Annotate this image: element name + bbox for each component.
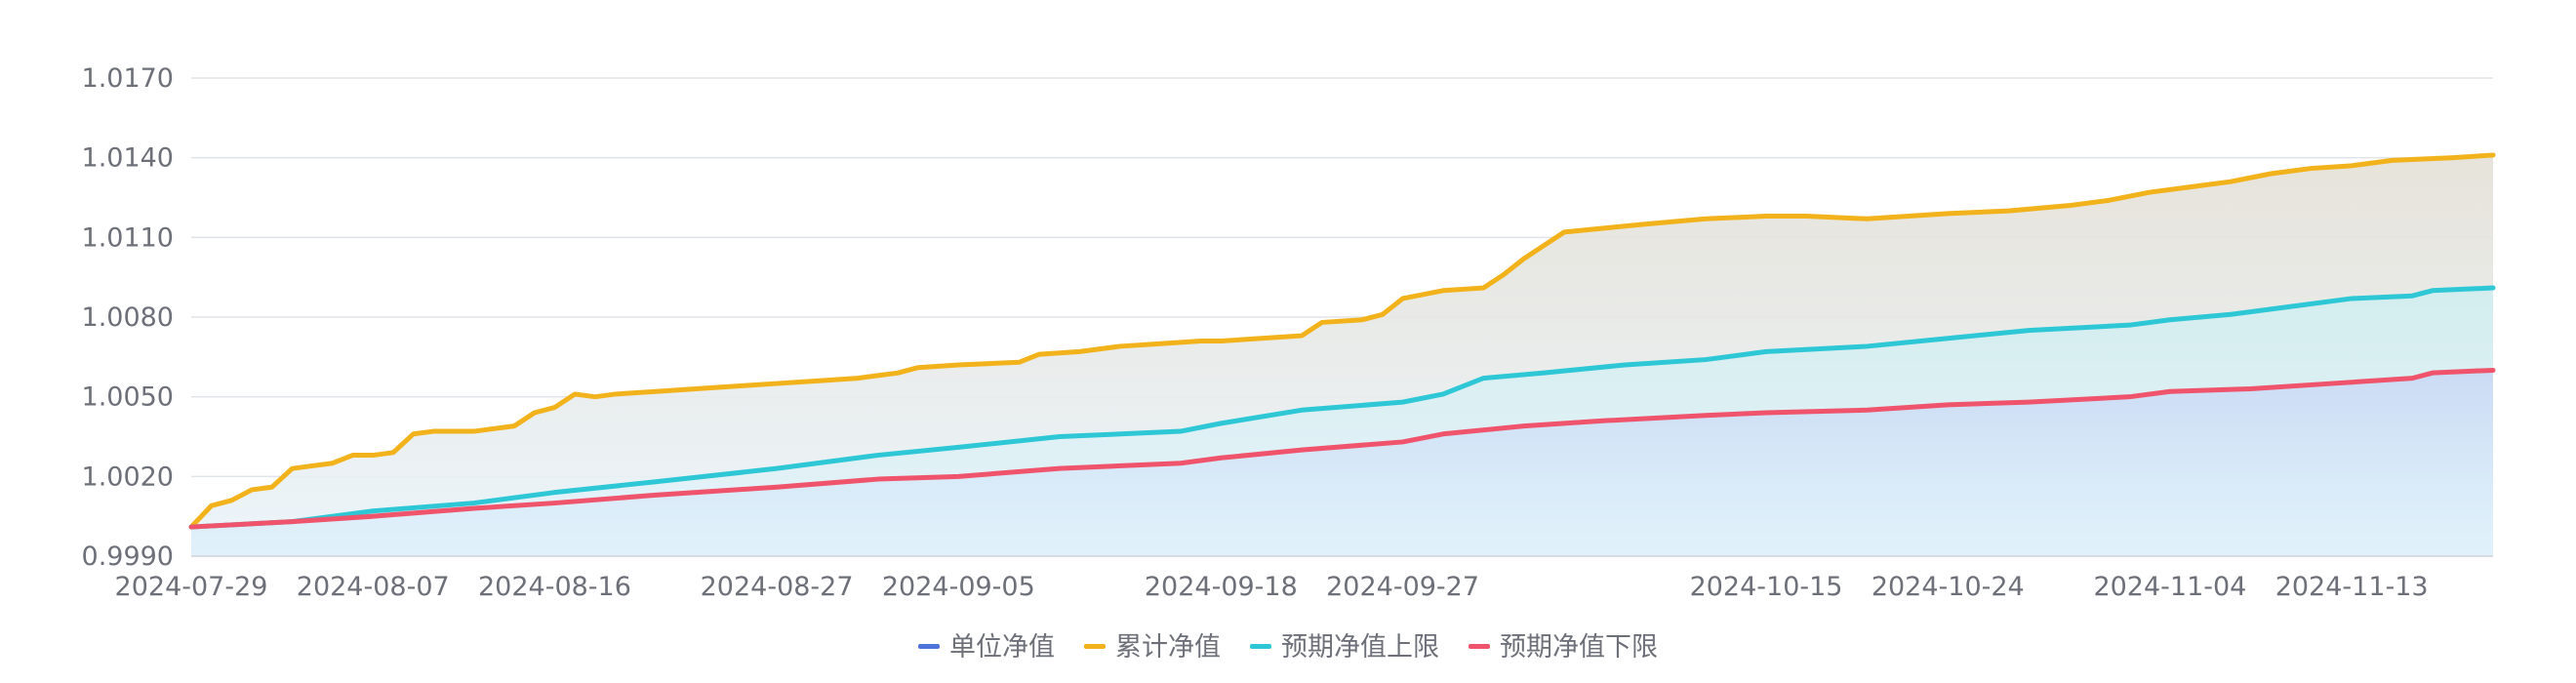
legend-label: 预期净值下限 (1500, 632, 1658, 663)
series-area-3 (191, 370, 2493, 556)
y-tick-label: 1.0020 (82, 462, 174, 492)
legend-item[interactable]: 预期净值上限 (1250, 632, 1439, 663)
legend-item[interactable]: 单位净值 (918, 632, 1055, 663)
x-axis: 2024-07-29 2024-08-07 2024-08-16 2024-08-27… (115, 555, 2493, 602)
y-tick-label: 1.0170 (82, 63, 174, 94)
x-tick-label: 2024-09-27 (1326, 572, 1479, 602)
y-tick-label: 0.9990 (82, 542, 174, 572)
y-tick-label: 1.0110 (82, 222, 174, 253)
x-tick-label: 2024-10-24 (1872, 572, 2025, 602)
legend-item[interactable]: 预期净值下限 (1469, 632, 1658, 663)
x-tick-label: 2024-09-05 (882, 572, 1035, 602)
legend-label: 预期净值上限 (1281, 632, 1439, 663)
legend-swatch (1250, 644, 1271, 649)
x-tick-label: 2024-11-04 (2093, 572, 2246, 602)
x-tick-label: 2024-09-18 (1145, 572, 1298, 602)
x-tick-label: 2024-11-13 (2275, 572, 2429, 602)
legend-swatch (1084, 644, 1106, 649)
series-line-2 (188, 285, 2496, 530)
y-axis: 0.9990 1.0020 1.0050 1.0080 1.0110 1.0140 1.01… (82, 63, 174, 572)
x-tick-label: 2024-10-15 (1690, 572, 1843, 602)
legend-label: 累计净值 (1115, 632, 1221, 663)
x-tick-label: 2024-07-29 (115, 572, 268, 602)
legend-item[interactable]: 累计净值 (1084, 632, 1221, 663)
legend[interactable]: 单位净值 累计净值 预期净值上限 预期净值下限 (918, 632, 1658, 663)
x-tick-label: 2024-08-07 (297, 572, 450, 602)
y-tick-label: 1.0140 (82, 143, 174, 174)
x-tick-label: 2024-08-27 (701, 572, 854, 602)
x-tick-label: 2024-08-16 (478, 572, 631, 602)
series-line-3 (188, 367, 2496, 530)
series-lines (188, 152, 2496, 530)
y-tick-label: 1.0050 (82, 382, 174, 413)
series-line-1 (188, 152, 2496, 530)
legend-swatch (918, 644, 940, 649)
y-tick-label: 1.0080 (82, 302, 174, 333)
legend-swatch (1469, 644, 1490, 649)
legend-label: 单位净值 (949, 632, 1055, 663)
